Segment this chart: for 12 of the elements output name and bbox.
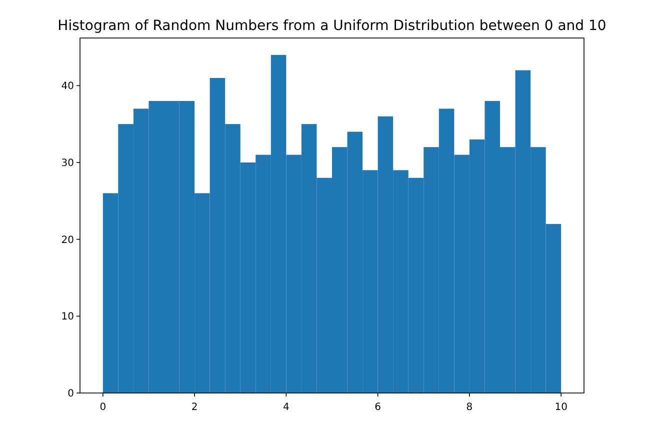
x-tick-label: 4 xyxy=(282,402,290,413)
x-tick-label: 8 xyxy=(466,402,473,413)
y-tick-label: 0 xyxy=(68,388,74,400)
x-tick-label: 0 xyxy=(100,402,106,413)
x-tick-label: 10 xyxy=(554,402,568,413)
y-tick-label: 40 xyxy=(61,81,74,92)
x-tick-label: 2 xyxy=(191,402,198,413)
x-tick-label: 6 xyxy=(374,402,382,413)
chart-title: Histogram of Random Numbers from a Uniform Distribution between 0 and 10 xyxy=(58,18,606,34)
y-tick-label: 20 xyxy=(61,234,74,246)
y-tick-label: 10 xyxy=(61,312,74,323)
y-tick-label: 30 xyxy=(61,158,74,169)
